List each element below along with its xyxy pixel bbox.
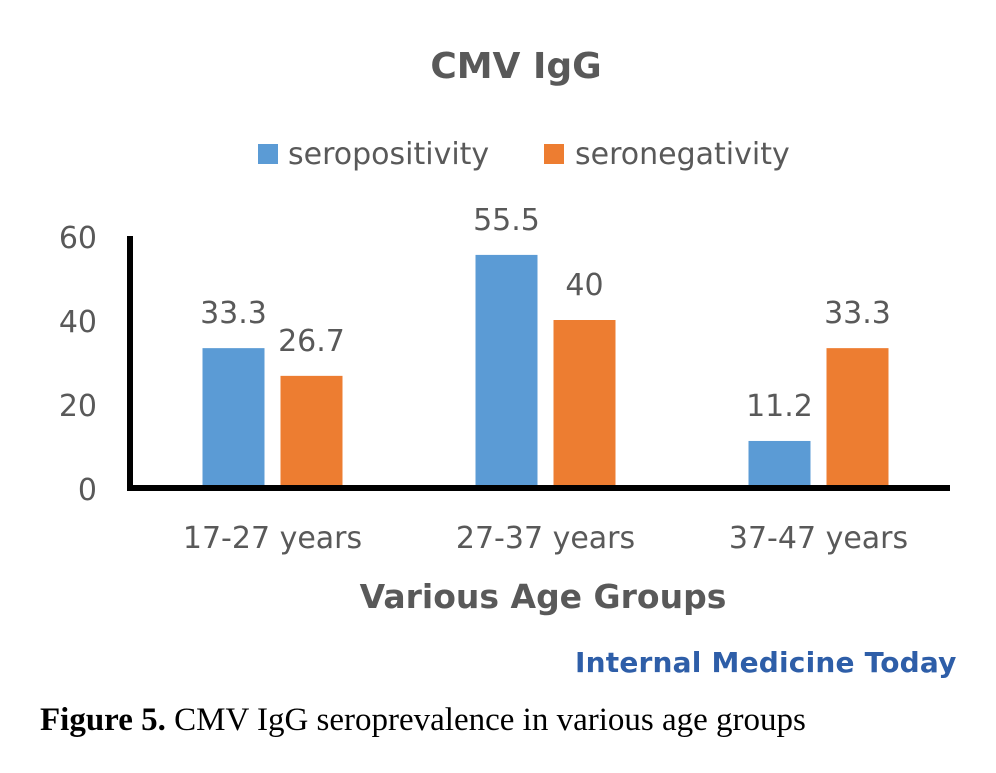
chart-title: CMV IgG xyxy=(430,46,601,87)
legend-swatch-seronegativity xyxy=(544,144,564,164)
x-tick-label: 37-47 years xyxy=(729,521,908,556)
chart: CMV IgG seropositivity seronegativity 0 20… xyxy=(59,46,950,616)
bar-seropositivity xyxy=(475,254,538,488)
caption-text: CMV IgG seroprevalence in various age gr… xyxy=(165,702,806,738)
data-label: 33.3 xyxy=(824,296,891,331)
figure-label: Figure 5. xyxy=(40,702,166,738)
bar-seropositivity xyxy=(202,348,265,488)
y-tick-label: 20 xyxy=(59,389,97,424)
data-label: 11.2 xyxy=(746,389,813,424)
bar-seronegativity xyxy=(826,348,889,488)
y-axis-ticks: 0 20 40 60 xyxy=(59,221,97,508)
bar-seronegativity xyxy=(280,375,343,488)
bar-seronegativity xyxy=(553,320,616,488)
y-tick-label: 60 xyxy=(59,221,97,256)
bar-seropositivity xyxy=(748,440,811,488)
y-tick-label: 0 xyxy=(78,473,97,508)
figure-caption: Figure 5. CMV IgG seroprevalence in vari… xyxy=(40,702,806,739)
x-axis-ticks: 17-27 years 27-37 years 37-47 years xyxy=(183,521,908,556)
data-label: 40 xyxy=(565,268,603,303)
legend-label-seronegativity: seronegativity xyxy=(575,137,790,172)
bars xyxy=(202,254,889,488)
y-tick-label: 40 xyxy=(59,305,97,340)
data-label: 33.3 xyxy=(200,296,267,331)
x-tick-label: 27-37 years xyxy=(456,521,635,556)
watermark-text: Internal Medicine Today xyxy=(575,646,957,679)
legend-swatch-seropositivity xyxy=(258,144,278,164)
legend-label-seropositivity: seropositivity xyxy=(288,137,489,172)
legend: seropositivity seronegativity xyxy=(258,137,790,172)
data-label: 26.7 xyxy=(278,324,345,359)
axes xyxy=(127,236,950,491)
data-label: 55.5 xyxy=(473,203,540,238)
bar-labels: 33.3 26.7 55.5 40 11.2 33.3 xyxy=(200,203,891,424)
x-tick-label: 17-27 years xyxy=(183,521,362,556)
x-axis-label: Various Age Groups xyxy=(360,577,727,616)
